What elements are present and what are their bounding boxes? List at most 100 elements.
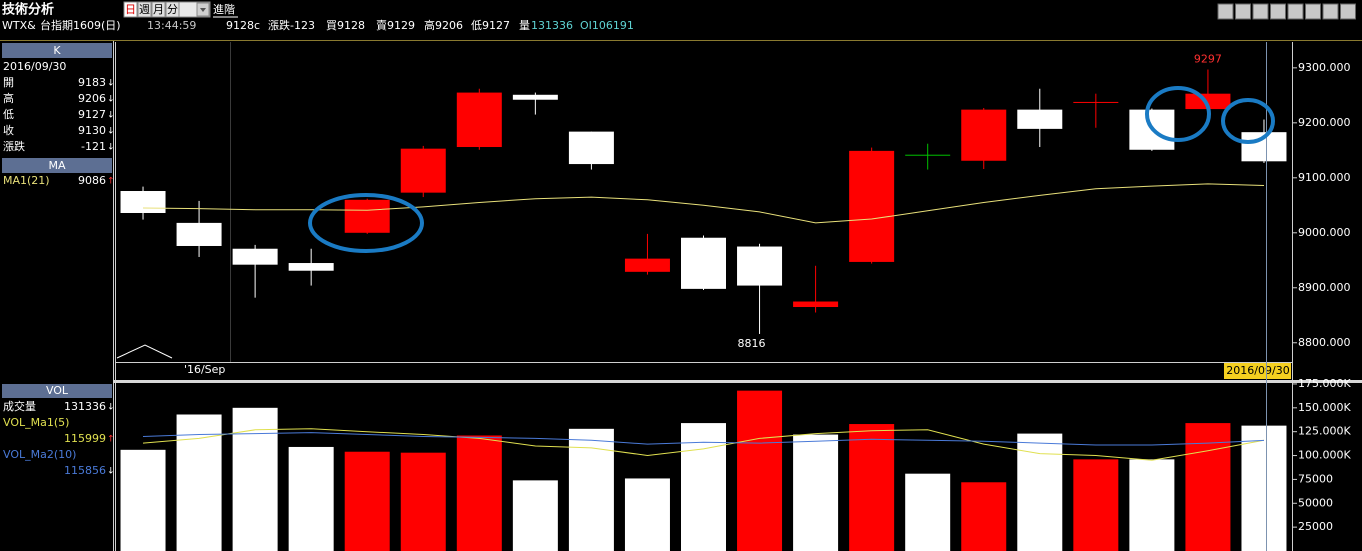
highlight-circle: [308, 193, 424, 253]
advanced-button[interactable]: 進階: [213, 2, 235, 16]
window-icon[interactable]: [1305, 3, 1321, 20]
y-tick-label: 150.000K: [1298, 401, 1351, 414]
candle-body: [400, 148, 446, 193]
toolbar-title: 技術分析: [2, 2, 54, 18]
vol-label: 成交量: [3, 399, 36, 413]
low-label: 8816: [738, 337, 766, 350]
ma-header: MA: [48, 159, 65, 172]
vol-ma-value: 115999: [64, 432, 106, 445]
candle-body: [344, 199, 390, 233]
period-button[interactable]: [151, 1, 166, 18]
candle-body: [961, 109, 1007, 161]
volume-bar: [1129, 459, 1175, 551]
period-label: 月: [153, 3, 164, 16]
period-button[interactable]: [123, 1, 138, 18]
quote-item: 9128c: [226, 19, 260, 32]
candle-body: [681, 237, 726, 289]
volume-bar: [288, 446, 334, 551]
y-tick-label: 25000: [1298, 520, 1333, 533]
quote-item: OI106191: [580, 19, 634, 32]
window-icon[interactable]: [1322, 3, 1339, 20]
period-label: 分: [167, 3, 178, 16]
window-icon[interactable]: [1235, 3, 1251, 20]
candle-body: [512, 94, 558, 100]
high-label: 9297: [1194, 52, 1222, 65]
period-button[interactable]: [137, 1, 152, 18]
window-icons: [1217, 3, 1356, 20]
volume-bar: [961, 482, 1007, 551]
y-tick-label: 9000.000: [1298, 226, 1351, 239]
vol-ma-name: VOL_Ma2(10): [3, 448, 76, 461]
volume-bar: [568, 428, 614, 551]
vol-header: VOL: [46, 384, 69, 397]
window-icon[interactable]: [1217, 3, 1234, 20]
window-icon[interactable]: [1252, 3, 1269, 20]
vol-ma-name: VOL_Ma1(5): [3, 416, 69, 429]
ma-line: [142, 183, 1265, 224]
period-label: 日: [125, 3, 136, 16]
date-box: [1224, 363, 1291, 379]
panel-arrow: ↓: [107, 111, 115, 121]
plot-layer: 8800.000 8900.000 9000.000 9100.000 9200.000…: [120, 52, 1351, 551]
volume-bar: [1241, 425, 1287, 551]
quote-item: 13:44:59: [147, 19, 196, 32]
window-icon[interactable]: [1340, 3, 1356, 20]
panel-arrow: ↓: [107, 79, 115, 89]
panel-label: 高: [3, 91, 14, 105]
quote-item: 量: [519, 19, 530, 32]
y-tick-label: 175.000K: [1298, 377, 1351, 390]
panel-arrow: ↓: [107, 127, 115, 137]
ma-arrow: ↑: [107, 177, 115, 187]
volume-bar: [624, 478, 670, 551]
candle-body: [1017, 109, 1063, 129]
x-tick-label: '16/Sep: [184, 363, 225, 376]
candle-body: [288, 263, 334, 271]
candle-body: [737, 246, 783, 286]
x-tick-label: 2016/09/30: [1226, 364, 1289, 377]
vol-arrow: ↓: [107, 403, 115, 413]
y-tick-label: 50000: [1298, 496, 1333, 509]
quote-item: 買9128: [326, 19, 365, 32]
vol-ma-arrow: ↑: [107, 435, 115, 445]
window-icon[interactable]: [1270, 3, 1286, 20]
window-icon[interactable]: [1287, 3, 1304, 20]
quote-item: 台指期1609(日): [40, 18, 121, 32]
pane-separator: [113, 380, 1362, 383]
y-tick-label: 9100.000: [1298, 171, 1351, 184]
quote-item: 漲跌-123: [268, 18, 315, 32]
candle-body: [568, 131, 614, 165]
volume-bar: [1185, 423, 1231, 551]
y-tick-label: 100.000K: [1298, 449, 1351, 462]
candle-body: [456, 92, 502, 148]
volume-bar: [120, 449, 166, 551]
quote-item: 賣9129: [376, 18, 415, 32]
panel-label: 開: [3, 76, 14, 89]
volume-bar: [400, 452, 446, 551]
vol-ma-arrow: ↓: [107, 467, 115, 477]
period-label: 週: [139, 3, 150, 16]
panel-date: 2016/09/30: [3, 60, 66, 73]
quote-item: 低9127: [471, 19, 510, 32]
volume-bar: [1073, 459, 1119, 551]
highlight-circle: [1221, 98, 1275, 144]
k-header: K: [53, 44, 61, 57]
candle-body: [793, 301, 839, 308]
period-button[interactable]: [165, 1, 180, 18]
vol-header-bg: [2, 384, 112, 398]
k-header-bg: [2, 43, 112, 58]
y-tick-label: 9200.000: [1298, 116, 1351, 129]
candle-body: [1185, 93, 1231, 110]
panel-arrow: ↓: [107, 143, 115, 153]
ma-line: [142, 432, 1265, 446]
volume-bar: [905, 473, 951, 551]
scroll-triangle[interactable]: [116, 344, 173, 359]
panel-label: 低: [3, 108, 14, 121]
volume-bar: [512, 480, 558, 551]
toolbar-bg: [0, 0, 1362, 40]
panel-value: 9206: [78, 92, 106, 105]
y-tick-label: 8900.000: [1298, 281, 1351, 294]
vol-value: 131336: [64, 400, 106, 413]
y-tick-label: 75000: [1298, 472, 1333, 485]
y-tick-label: 9300.000: [1298, 61, 1351, 74]
